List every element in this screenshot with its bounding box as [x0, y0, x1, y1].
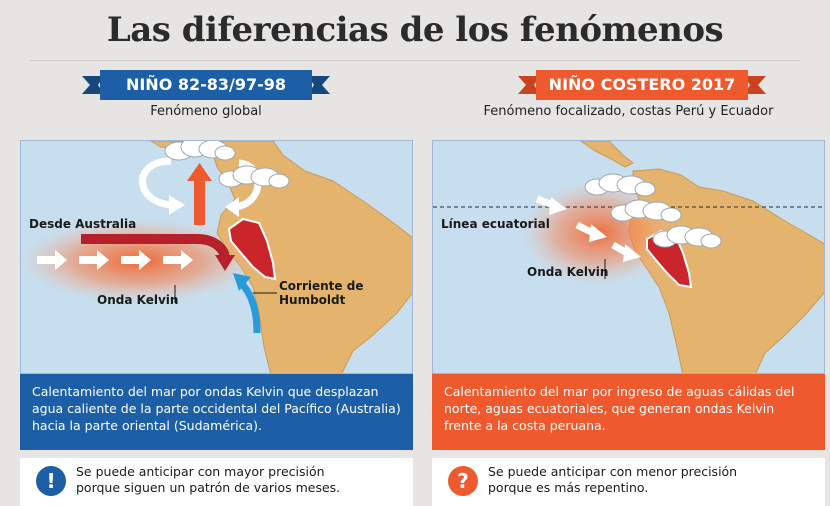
kelvin-wave-label-right: Onda Kelvin: [527, 265, 609, 279]
right-ribbon-label: NIÑO COSTERO 2017: [548, 75, 736, 94]
right-note-line1: Se puede anticipar con menor precisión: [488, 464, 738, 479]
kelvin-wave-label-left: Onda Kelvin: [97, 293, 179, 307]
equator-line-label: Línea ecuatorial: [441, 217, 550, 231]
left-ribbon-label: NIÑO 82-83/97-98: [125, 75, 287, 94]
right-note: ? Se puede anticipar con menor precisión…: [432, 458, 825, 506]
right-ribbon: NIÑO COSTERO 2017: [518, 70, 766, 100]
exclamation-icon: !: [36, 466, 66, 496]
left-note-line2: porque siguen un patrón de varios meses.: [76, 480, 341, 495]
left-map: Desde Australia Onda Kelvin Corriente de…: [20, 140, 413, 374]
right-description: Calentamiento del mar por ingreso de agu…: [432, 374, 825, 450]
from-australia-label: Desde Australia: [29, 217, 137, 231]
question-icon: ?: [448, 466, 478, 496]
right-map: Línea ecuatorial Onda Kelvin: [432, 140, 825, 374]
right-note-line2: porque es más repentino.: [488, 480, 649, 495]
title-divider: [30, 60, 800, 61]
left-description: Calentamiento del mar por ondas Kelvin q…: [20, 374, 413, 450]
left-note-line1: Se puede anticipar con mayor precisión: [76, 464, 325, 479]
left-subtitle: Fenómeno global: [150, 104, 262, 119]
left-note: ! Se puede anticipar con mayor precisión…: [20, 458, 413, 506]
page-title: Las diferencias de los fenómenos: [106, 10, 724, 50]
humboldt-label-line1: Corriente de: [279, 279, 364, 293]
humboldt-label-line2: Humboldt: [279, 293, 346, 307]
right-subtitle: Fenómeno focalizado, costas Perú y Ecuad…: [483, 104, 774, 119]
left-ribbon: NIÑO 82-83/97-98: [82, 70, 330, 100]
